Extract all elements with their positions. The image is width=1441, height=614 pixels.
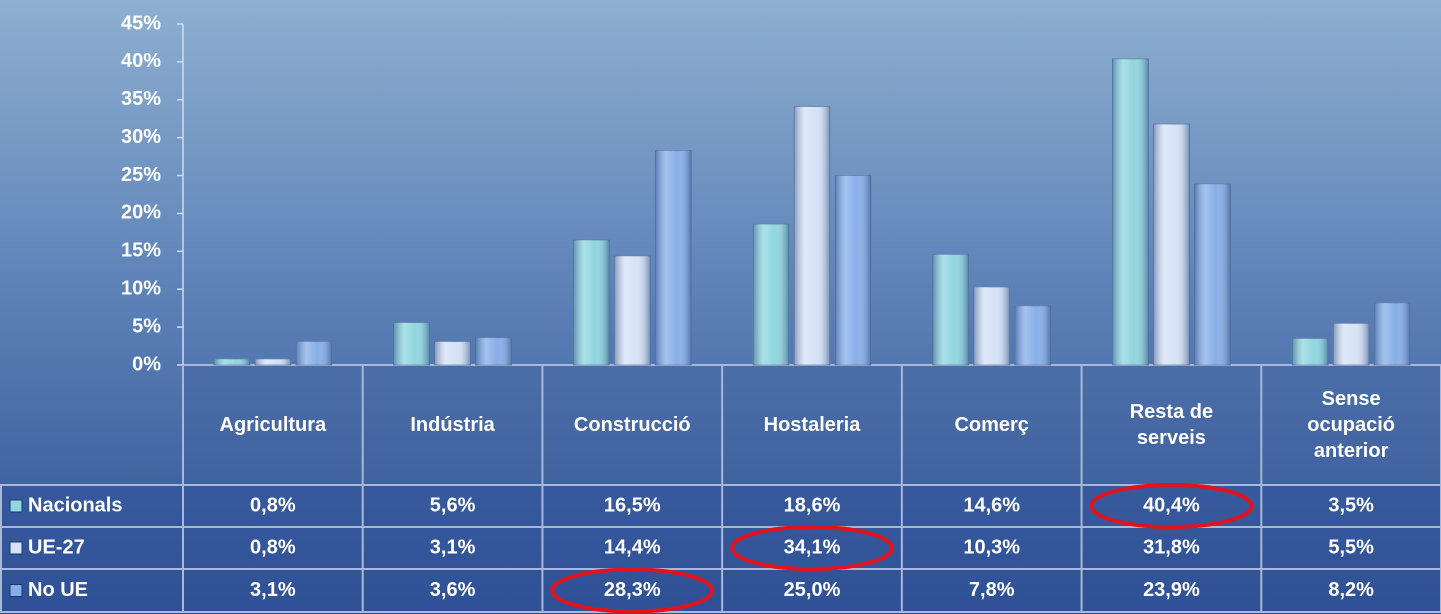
value-label: 0,8%	[250, 536, 296, 558]
bar-shade	[1333, 323, 1370, 365]
legend-label: No UE	[28, 579, 88, 601]
bar-shade	[213, 358, 250, 365]
bar-shade	[614, 255, 651, 365]
y-tick-label: 20%	[121, 202, 161, 224]
y-tick-label: 45%	[121, 12, 161, 34]
y-tick-label: 30%	[121, 126, 161, 148]
value-label: 16,5%	[604, 494, 661, 516]
value-label: 14,4%	[604, 536, 661, 558]
bar-shade	[753, 224, 789, 365]
bar-shade	[655, 150, 692, 365]
bar-shade	[1112, 58, 1149, 365]
category-label: Comerç	[954, 414, 1029, 436]
bar-shade	[434, 341, 471, 365]
highlight-circle	[550, 567, 715, 614]
bar-shade	[393, 322, 430, 365]
value-label: 28,3%	[604, 579, 661, 601]
table-body-bg	[0, 485, 1441, 612]
y-tick-label: 5%	[132, 315, 161, 337]
value-label: 18,6%	[784, 494, 841, 516]
y-tick-label: 15%	[121, 240, 161, 262]
table-header-bg	[183, 365, 1441, 485]
bar-shade	[1014, 305, 1051, 365]
highlight-circle	[730, 525, 894, 571]
bar-shade	[794, 106, 830, 365]
bar-shade	[1194, 183, 1231, 365]
value-label: 34,1%	[784, 536, 841, 558]
value-label: 0,8%	[250, 494, 296, 516]
y-tick-label: 25%	[121, 164, 161, 186]
value-label: 7,8%	[969, 579, 1015, 601]
value-label: 3,5%	[1328, 494, 1374, 516]
y-tick-label: 40%	[121, 50, 161, 72]
highlight-circle	[1089, 483, 1254, 529]
category-label: Hostaleria	[763, 414, 861, 436]
value-label: 25,0%	[784, 579, 841, 601]
bar-shade	[475, 337, 512, 365]
y-tick-label: 0%	[132, 353, 161, 375]
value-label: 14,6%	[963, 494, 1020, 516]
bar-shade	[254, 358, 291, 365]
bar-shade	[1292, 338, 1329, 365]
value-label: 40,4%	[1143, 494, 1200, 516]
bar-shade	[1153, 124, 1190, 365]
value-label: 8,2%	[1328, 579, 1374, 601]
bar-shade	[835, 175, 871, 365]
value-label: 3,1%	[250, 579, 296, 601]
category-label: Resta de serveis	[1129, 401, 1214, 449]
y-tick-label: 10%	[121, 278, 161, 300]
category-label: Construcció	[573, 414, 691, 436]
legend-swatch	[9, 541, 23, 555]
category-label: Indústria	[410, 414, 495, 436]
value-label: 31,8%	[1143, 536, 1200, 558]
value-label: 5,5%	[1328, 536, 1374, 558]
legend-swatch	[9, 584, 23, 597]
legend-swatch	[9, 499, 23, 513]
value-label: 5,6%	[430, 494, 476, 516]
bar-shade	[573, 239, 610, 365]
bar-shade	[1374, 302, 1411, 365]
y-tick-label: 35%	[121, 88, 161, 110]
legend-label: Nacionals	[28, 494, 122, 516]
value-label: 23,9%	[1143, 579, 1200, 601]
value-label: 3,1%	[430, 536, 476, 558]
value-label: 3,6%	[430, 579, 476, 601]
bar-shade	[932, 254, 969, 365]
value-label: 10,3%	[963, 536, 1020, 558]
category-label: Sense ocupació anterior	[1307, 388, 1396, 462]
bar-shade	[295, 341, 332, 365]
bar-shade	[973, 286, 1010, 365]
category-label: Agricultura	[219, 414, 327, 436]
legend-label: UE-27	[28, 536, 85, 558]
